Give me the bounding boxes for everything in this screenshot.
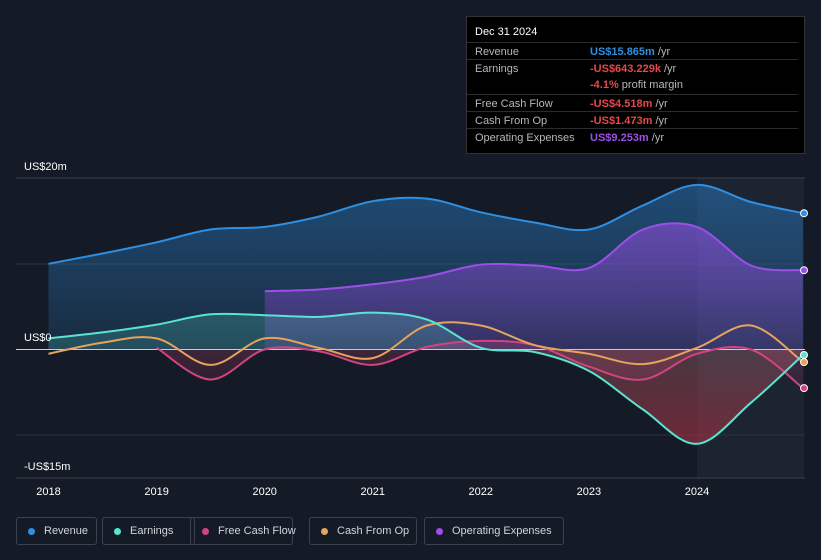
legend-item-earnings[interactable]: Earnings xyxy=(102,517,195,545)
tooltip-row-operating-expenses: Operating Expenses US$9.253m /yr xyxy=(467,128,798,146)
legend-dot-icon xyxy=(28,528,35,535)
tooltip-unit: /yr xyxy=(651,132,664,144)
tooltip-date: Dec 31 2024 xyxy=(475,26,538,38)
earnings-area xyxy=(48,312,803,444)
tooltip-unit: /yr xyxy=(664,63,677,76)
tooltip-row-free-cash-flow: Free Cash Flow -US$4.518m /yr xyxy=(467,93,798,112)
tooltip-unit: /yr xyxy=(655,114,668,127)
tooltip-row-cash-from-op: Cash From Op -US$1.473m /yr xyxy=(467,110,798,129)
tooltip-value: -US$1.473m /yr xyxy=(590,114,668,127)
free-cash-flow-endpoint[interactable] xyxy=(800,384,808,393)
tooltip-value: -4.1% profit margin xyxy=(590,79,683,92)
revenue-endpoint[interactable] xyxy=(800,209,808,218)
legend-dot-icon xyxy=(114,528,121,535)
free-cash-flow-area xyxy=(156,340,803,389)
tooltip-value: US$9.253m /yr xyxy=(590,132,664,144)
tooltip-label: Operating Expenses xyxy=(475,132,575,144)
legend-item-revenue[interactable]: Revenue xyxy=(16,517,97,545)
tooltip-row-profit-margin: -4.1% profit margin xyxy=(467,76,798,93)
legend-label: Cash From Op xyxy=(337,525,410,537)
earnings-endpoint[interactable] xyxy=(800,351,808,359)
tooltip-row-earnings: Earnings -US$643.229k /yr xyxy=(467,59,798,77)
earnings-line xyxy=(48,311,804,445)
tooltip-row-revenue: Revenue US$15.865m /yr xyxy=(467,42,798,60)
operating-expenses-line xyxy=(264,222,803,293)
tooltip-value: -US$643.229k /yr xyxy=(590,63,677,76)
x-tick-2024: 2024 xyxy=(685,486,709,498)
tooltip-value: -US$4.518m /yr xyxy=(590,97,668,110)
x-tick-2021: 2021 xyxy=(361,486,385,498)
tooltip-panel: Dec 31 2024 Revenue US$15.865m /yr Earning… xyxy=(466,16,805,154)
x-tick-2022: 2022 xyxy=(469,486,493,498)
y-label-top: US$20m xyxy=(24,161,67,173)
free-cash-flow-line xyxy=(156,339,804,389)
tooltip-unit: /yr xyxy=(657,46,671,58)
legend-dot-icon xyxy=(436,528,443,535)
operating-expenses-endpoint[interactable] xyxy=(800,266,808,275)
legend-label: Free Cash Flow xyxy=(218,525,296,537)
tooltip-unit: profit margin xyxy=(621,79,683,92)
x-tick-2018: 2018 xyxy=(36,486,60,498)
tooltip-unit: /yr xyxy=(655,97,668,110)
cash-from-op-endpoint[interactable] xyxy=(800,358,808,367)
tooltip-label: Revenue xyxy=(475,46,520,58)
tooltip-label: Earnings xyxy=(475,63,519,76)
revenue-line xyxy=(48,183,804,265)
legend-dot-icon xyxy=(321,528,328,535)
legend-label: Earnings xyxy=(130,525,174,537)
x-tick-2023: 2023 xyxy=(577,486,601,498)
legend-item-cash-from-op[interactable]: Cash From Op xyxy=(309,517,417,545)
x-tick-2019: 2019 xyxy=(144,486,168,498)
legend-dot-icon xyxy=(202,528,209,535)
legend-item-operating-expenses[interactable]: Operating Expenses xyxy=(424,517,564,545)
y-label-zero: US$0 xyxy=(24,332,52,344)
legend-item-free-cash-flow[interactable]: Free Cash Flow xyxy=(190,517,296,545)
tooltip-label: Cash From Op xyxy=(475,114,548,127)
legend-label: Operating Expenses xyxy=(452,525,552,537)
tooltip-label: Free Cash Flow xyxy=(475,97,553,110)
x-tick-2020: 2020 xyxy=(252,486,276,498)
tooltip-value: US$15.865m /yr xyxy=(590,46,671,58)
legend-label: Revenue xyxy=(44,525,89,537)
y-label-bottom: -US$15m xyxy=(24,461,70,473)
cash-from-op-line xyxy=(48,321,804,366)
